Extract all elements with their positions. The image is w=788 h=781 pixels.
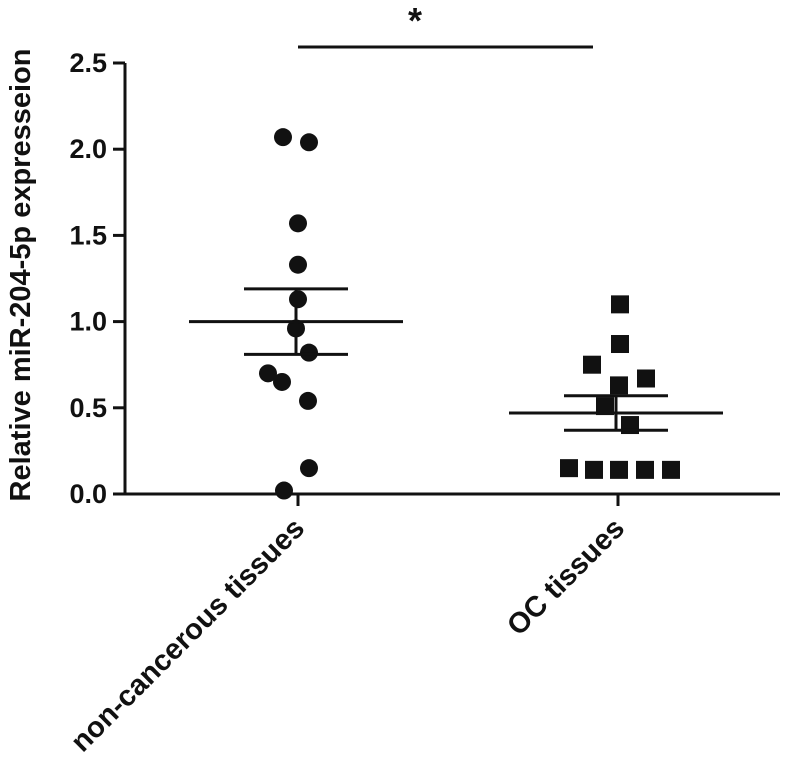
x-tick-label: OC tissues	[501, 512, 631, 642]
data-point-circle	[273, 372, 291, 391]
y-tick-label: 0.0	[69, 479, 107, 509]
data-point-square	[611, 295, 629, 314]
data-point-circle	[300, 343, 318, 362]
data-point-square	[610, 376, 628, 395]
data-point-circle	[289, 214, 307, 233]
data-point-circle	[289, 255, 307, 274]
data-point-square	[560, 459, 578, 478]
data-point-square	[662, 460, 680, 479]
data-point-square	[637, 369, 655, 388]
significance-label: *	[408, 0, 422, 41]
data-point-square	[611, 335, 629, 354]
data-point-square	[596, 397, 614, 416]
data-point-circle	[274, 128, 292, 147]
y-tick-label: 2.0	[69, 134, 107, 164]
data-point-square	[636, 460, 654, 479]
axes	[123, 63, 780, 496]
y-tick-label: 2.5	[69, 48, 107, 78]
data-point-square	[585, 460, 603, 479]
data-point-circle	[275, 481, 293, 500]
data-point-square	[583, 355, 601, 374]
data-points	[259, 128, 680, 500]
data-point-square	[610, 460, 628, 479]
x-ticks: non-cancerous tissues OC tissues	[65, 494, 631, 758]
data-point-circle	[299, 391, 317, 410]
y-ticks: 0.0 0.5 1.0 1.5 2.0 2.5	[69, 48, 125, 509]
y-axis-label: Relative miR-204-5p expresseion	[5, 49, 37, 502]
mean-sem-bars	[189, 287, 723, 432]
data-point-circle	[300, 133, 318, 152]
y-tick-label: 0.5	[69, 393, 107, 423]
x-tick-label: non-cancerous tissues	[65, 512, 311, 758]
y-tick-label: 1.5	[69, 220, 107, 250]
data-point-circle	[259, 364, 277, 383]
y-tick-label: 1.0	[69, 307, 107, 337]
significance-bracket: *	[298, 0, 593, 49]
data-point-circle	[300, 459, 318, 478]
data-point-circle	[289, 290, 307, 309]
